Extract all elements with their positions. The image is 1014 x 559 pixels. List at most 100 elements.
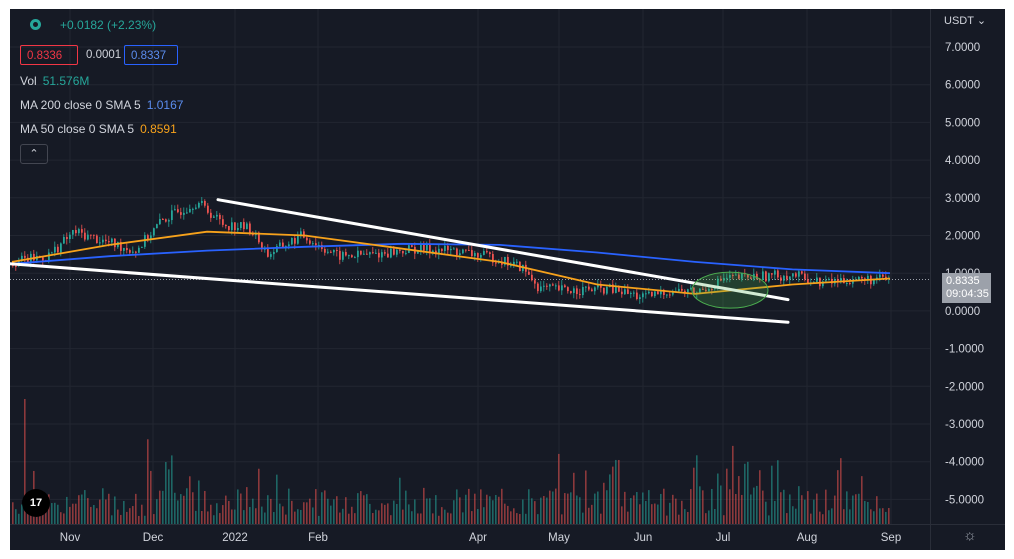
candle-body [273, 251, 275, 255]
candle-body [690, 287, 692, 290]
ma50-legend[interactable]: MA 50 close 0 SMA 5 0.8591 [20, 122, 177, 136]
volume-bar [423, 487, 425, 524]
volume-bar [531, 498, 533, 524]
volume-bar [666, 515, 668, 524]
volume-bar [612, 466, 614, 524]
volume-bar [432, 513, 434, 524]
volume-bar [492, 500, 494, 524]
currency-selector[interactable]: USDT ⌄ [944, 14, 986, 27]
candle-body [429, 244, 431, 253]
volume-bar [414, 499, 416, 524]
time-tick-label: Apr [469, 532, 487, 544]
candle-body [312, 243, 314, 245]
volume-bar [195, 510, 197, 524]
volume-bar [459, 497, 461, 524]
volume-bar [861, 476, 863, 524]
candle-body [54, 246, 56, 253]
candle-body [543, 285, 545, 287]
candle-body [570, 291, 572, 293]
candle-body [15, 265, 17, 267]
ask-box[interactable]: 0.8337 [124, 45, 178, 65]
volume-bar [447, 512, 449, 524]
time-tick-label: 2022 [222, 532, 248, 544]
volume-bar [390, 515, 392, 524]
highlight-ellipse[interactable] [691, 271, 769, 309]
candle-body [69, 234, 71, 240]
volume-bar [672, 494, 674, 524]
volume-bar [756, 485, 758, 524]
volume-bar [528, 489, 530, 524]
volume-bar [138, 515, 140, 524]
volume-bar [549, 490, 551, 524]
volume-bar [324, 490, 326, 524]
volume-bar [276, 474, 278, 524]
volume-bar [384, 504, 386, 524]
candle-body [750, 277, 752, 279]
collapse-legend-button[interactable]: ⌃ [20, 144, 48, 164]
price-tick-label: 3.0000 [945, 193, 980, 205]
candle-body [849, 282, 851, 284]
market-status-icon [30, 19, 41, 30]
candle-body [270, 254, 272, 257]
volume-bar [303, 502, 305, 524]
volume-bar [402, 509, 404, 524]
candle-body [171, 210, 173, 221]
volume-bar [213, 515, 215, 524]
trendline-lower[interactable] [10, 262, 790, 324]
volume-bar [420, 513, 422, 524]
volume-bar [375, 509, 377, 524]
current-price-label: 0.8335 09:04:35 [942, 273, 991, 303]
candle-body [288, 244, 290, 247]
candle-body [297, 235, 299, 244]
candle-body [96, 235, 98, 244]
volume-bar [663, 488, 665, 524]
volume-bar [177, 500, 179, 524]
settings-gear-icon[interactable]: ☼ [963, 527, 977, 544]
candle-body [60, 243, 62, 253]
candle-body [660, 289, 662, 295]
chart-panel[interactable]: 7.00006.00005.00004.00003.00002.00001.00… [10, 9, 1005, 550]
volume-bar [363, 495, 365, 524]
volume-bar [645, 500, 647, 524]
candle-body [129, 250, 131, 253]
candle-body [267, 248, 269, 257]
candle-body [309, 240, 311, 244]
volume-bar [204, 490, 206, 524]
candle-body [579, 294, 581, 296]
candle-body [165, 219, 167, 222]
candle-body [486, 251, 488, 253]
volume-bar [570, 492, 572, 524]
volume-bar [387, 503, 389, 524]
candle-body [396, 249, 398, 255]
candle-body [735, 274, 737, 276]
candle-body [300, 231, 302, 236]
candle-body [72, 229, 74, 235]
volume-bar [381, 503, 383, 524]
candle-body [612, 284, 614, 293]
candle-body [564, 285, 566, 288]
candle-body [150, 235, 152, 240]
candle-body [381, 252, 383, 258]
volume-bar [102, 488, 104, 524]
bid-box[interactable]: 0.8336 [20, 45, 78, 65]
bid-price: 0.8336 [27, 50, 63, 62]
candle-body [195, 207, 197, 209]
candle-body [372, 252, 374, 254]
price-chart[interactable]: 7.00006.00005.00004.00003.00002.00001.00… [10, 9, 1005, 550]
trendline-upper[interactable] [216, 198, 790, 302]
volume-bar [348, 513, 350, 524]
volume-bar [687, 512, 689, 524]
volume-bar [15, 509, 17, 524]
candle-body [216, 214, 218, 217]
volume-bar [210, 504, 212, 524]
candle-body [873, 279, 875, 285]
volume-bar [657, 504, 659, 524]
volume-bar [87, 498, 89, 524]
volume-bar [27, 509, 29, 524]
ma200-legend[interactable]: MA 200 close 0 SMA 5 1.0167 [20, 98, 183, 112]
volume-bar [18, 513, 20, 524]
candle-body [762, 271, 764, 280]
candle-body [858, 276, 860, 280]
tradingview-logo[interactable]: 17 [22, 489, 50, 517]
volume-legend[interactable]: Vol 51.576M [20, 74, 89, 88]
